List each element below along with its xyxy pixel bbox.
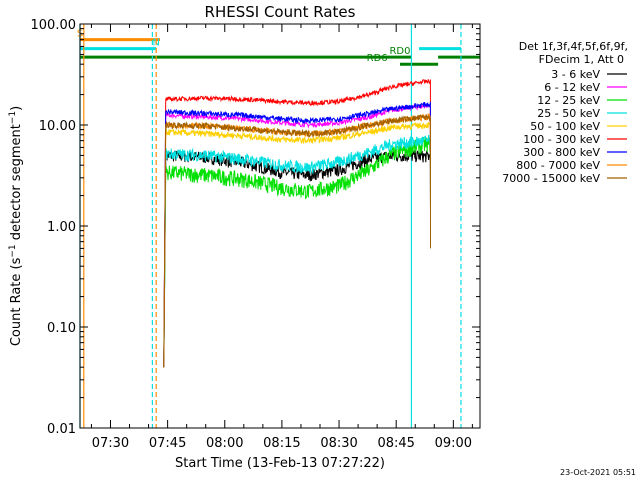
legend-entry-label: 25 - 50 keV [537, 107, 600, 120]
y-axis-label-mid: detector segment [9, 124, 24, 244]
series-line [163, 135, 431, 368]
y-tick-label: 10.00 [39, 119, 76, 134]
y-axis-label-sup: −1 [8, 244, 18, 257]
vline-layer [79, 24, 462, 428]
chart-title: RHESSI Count Rates [205, 3, 356, 21]
x-tick-label: 07:45 [149, 436, 186, 451]
legend-entry-label: 7000 - 15000 keV [502, 172, 600, 185]
plot-frame [79, 23, 481, 429]
legend-entry-label: 800 - 7000 keV [516, 159, 600, 172]
series-line [163, 121, 431, 368]
series-line [163, 114, 431, 368]
x-tick-label: 08:45 [377, 436, 414, 451]
x-tick-label: 07:30 [92, 436, 129, 451]
y-tick-label: 1.00 [47, 220, 76, 235]
series-line [163, 79, 431, 368]
legend-header-line-2: FDecim 1, Att 0 [539, 53, 624, 66]
x-axis-label: Start Time (13-Feb-13 07:27:22) [175, 456, 385, 471]
y-axis: 100.00 10.00 1.00 0.10 0.01 [31, 18, 480, 437]
legend-entry-label: 100 - 300 keV [523, 133, 600, 146]
annotation-label: RD6 [367, 53, 388, 64]
y-axis-label: Count Rate (s−1 detector segment−1) [8, 106, 24, 346]
x-tick-label: 08:15 [263, 436, 300, 451]
y-tick-label: 0.01 [47, 422, 76, 437]
y-axis-label-prefix: Count Rate (s [9, 257, 24, 346]
legend-entry-label: 6 - 12 keV [544, 81, 600, 94]
generated-date: 23-Oct-2021 05:51 [560, 468, 636, 477]
y-tick-label: 100.00 [31, 18, 77, 33]
x-tick-label: 09:00 [435, 436, 472, 451]
series-line [163, 150, 431, 368]
legend-entry-label: 50 - 100 keV [530, 120, 600, 133]
legend: Det 1f,3f,4f,5f,6f,9f, FDecim 1, Att 0 3… [502, 40, 628, 185]
x-axis: 07:30 07:45 08:00 08:15 08:30 08:45 09:00 [90, 24, 473, 451]
x-tick-label: 08:00 [206, 436, 243, 451]
y-axis-label-sup-2: −1 [8, 111, 18, 124]
y-axis-label-suffix: ) [9, 106, 24, 111]
series-line [163, 102, 431, 368]
y-tick-label: 0.10 [47, 321, 76, 336]
annotation-label: RD0 [389, 46, 410, 57]
legend-header-line-1: Det 1f,3f,4f,5f,6f,9f, [519, 40, 628, 53]
legend-entry-label: 12 - 25 keV [537, 94, 600, 107]
series-layer [163, 79, 431, 368]
legend-entry-label: 3 - 6 keV [551, 68, 600, 81]
legend-entry-label: 300 - 800 keV [523, 146, 600, 159]
series-line [163, 101, 431, 368]
x-tick-label: 08:30 [320, 436, 357, 451]
annotation-layer: SNRD0RD6 [77, 29, 480, 66]
series-line [163, 136, 431, 368]
